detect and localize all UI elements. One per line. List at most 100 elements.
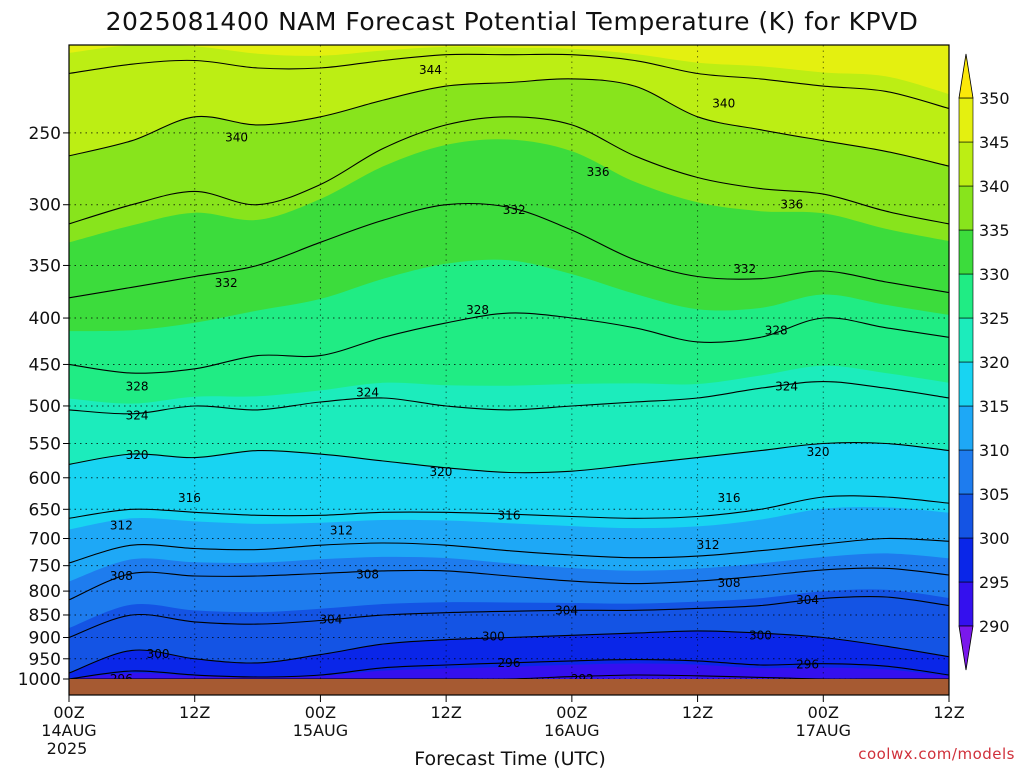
isentrope-328 [69, 312, 949, 374]
isentrope-308 [69, 567, 949, 601]
y-tick-label-300: 300 [29, 196, 61, 216]
contour-label-324: 324 [356, 385, 379, 399]
isentrope-320 [69, 442, 949, 474]
colorbar-band-300 [958, 493, 974, 539]
colorbar-tick-345: 345 [979, 133, 1010, 152]
colorbar-band-290 [958, 581, 974, 627]
y-tick-label-750: 750 [29, 557, 61, 577]
colorbar-band-310 [958, 405, 974, 451]
contour-label-304: 304 [319, 613, 342, 627]
colorbar-tick-315: 315 [979, 397, 1010, 416]
isentrope-304 [69, 595, 949, 639]
colorbar-tick-325: 325 [979, 309, 1010, 328]
contour-label-296: 296 [796, 658, 819, 672]
y-tick-label-250: 250 [29, 124, 61, 144]
y-tick-label-950: 950 [29, 650, 61, 670]
contour-label-340: 340 [712, 96, 735, 110]
colorbar-band-315 [958, 361, 974, 407]
colorbar-tick-305: 305 [979, 485, 1010, 504]
colorbar-band-335 [958, 185, 974, 231]
y-tick-label-800: 800 [29, 582, 61, 602]
isentrope-312 [69, 537, 949, 564]
y-tick-label-400: 400 [29, 309, 61, 329]
contour-label-344: 344 [419, 63, 442, 77]
contour-label-324: 324 [775, 380, 798, 394]
contour-label-316: 316 [718, 491, 741, 505]
isentrope-332 [69, 202, 949, 299]
colorbar-tick-335: 335 [979, 221, 1010, 240]
colorbar-tick-330: 330 [979, 265, 1010, 284]
x-tick-label-h48: 00Z [556, 703, 587, 722]
y-tick-label-1000: 1000 [18, 670, 61, 690]
isentrope-300 [69, 630, 949, 674]
contour-label-316: 316 [498, 508, 521, 522]
isentrope-340 [69, 78, 949, 167]
colorbar-tick-350: 350 [979, 89, 1010, 108]
x-tick-day-h48: 16AUG [544, 721, 599, 740]
contour-label-300: 300 [749, 629, 772, 643]
contour-label-304: 304 [796, 593, 819, 607]
contour-label-328: 328 [765, 324, 788, 338]
contour-label-328: 328 [126, 380, 149, 394]
ground-strip [69, 679, 949, 695]
colorbar-band-330 [958, 229, 974, 275]
y-tick-label-350: 350 [29, 256, 61, 276]
x-tick-label-h0: 00Z [53, 703, 84, 722]
colorbar-band-340 [958, 141, 974, 187]
isentrope-316 [69, 495, 949, 519]
y-tick-label-650: 650 [29, 500, 61, 520]
x-tick-day-h24: 15AUG [293, 721, 348, 740]
isentrope-324 [69, 381, 949, 415]
colorbar-tick-300: 300 [979, 529, 1010, 548]
contour-label-316: 316 [178, 491, 201, 505]
contour-label-332: 332 [733, 262, 756, 276]
contour-label-308: 308 [110, 569, 133, 583]
colorbar: 290 295 300 305 310 315 320 325 330 335 340 345 350 [958, 53, 1010, 671]
x-tick-label-h60: 12Z [682, 703, 713, 722]
colorbar-bottom-arrow [958, 625, 974, 671]
contour-label-300: 300 [147, 647, 170, 661]
colorbar-tick-340: 340 [979, 177, 1010, 196]
plot-frame [68, 44, 950, 696]
contour-label-328: 328 [466, 303, 489, 317]
contour-label-304: 304 [555, 603, 578, 617]
y-tick-label-700: 700 [29, 529, 61, 549]
colorbar-band-325 [958, 273, 974, 319]
x-tick-label-h84: 12Z [933, 703, 964, 722]
colorbar-band-320 [958, 317, 974, 363]
isentrope-344 [69, 53, 949, 110]
contour-label-324: 324 [126, 408, 149, 422]
y-tick-label-900: 900 [29, 628, 61, 648]
contour-label-312: 312 [697, 538, 720, 552]
contour-label-312: 312 [330, 524, 353, 538]
x-tick-label-h12: 12Z [179, 703, 210, 722]
contour-label-320: 320 [126, 448, 149, 462]
contour-label-332: 332 [503, 203, 526, 217]
chart-title: 2025081400 NAM Forecast Potential Temper… [106, 7, 919, 36]
x-tick-label-h72: 00Z [808, 703, 839, 722]
contour-labels: 344 340 340 336 336 332 332 332 328 328 328 324 324 3… [110, 63, 830, 686]
x-tick-year-h0: 2025 [47, 739, 88, 758]
y-tick-label-500: 500 [29, 397, 61, 417]
colorbar-band-345 [958, 97, 974, 143]
contour-label-312: 312 [110, 518, 133, 532]
contour-label-308: 308 [718, 576, 741, 590]
x-tick-day-h0: 14AUG [41, 721, 96, 740]
contour-label-320: 320 [429, 465, 452, 479]
isentrope-296 [69, 659, 949, 680]
y-tick-label-450: 450 [29, 355, 61, 375]
colorbar-tick-320: 320 [979, 353, 1010, 372]
contour-label-336: 336 [587, 165, 610, 179]
contour-label-308: 308 [356, 568, 379, 582]
contour-label-340: 340 [225, 131, 248, 145]
colorbar-band-295 [958, 537, 974, 583]
contour-label-300: 300 [482, 630, 505, 644]
x-axis-label: Forecast Time (UTC) [414, 748, 605, 768]
y-axis-ticks: 2503003504004505005506006507007508008509… [18, 124, 69, 690]
theta-color-fill [69, 45, 949, 681]
credit-text: coolwx.com/models [858, 745, 1015, 763]
contour-label-320: 320 [807, 445, 830, 459]
contour-label-336: 336 [780, 198, 803, 212]
